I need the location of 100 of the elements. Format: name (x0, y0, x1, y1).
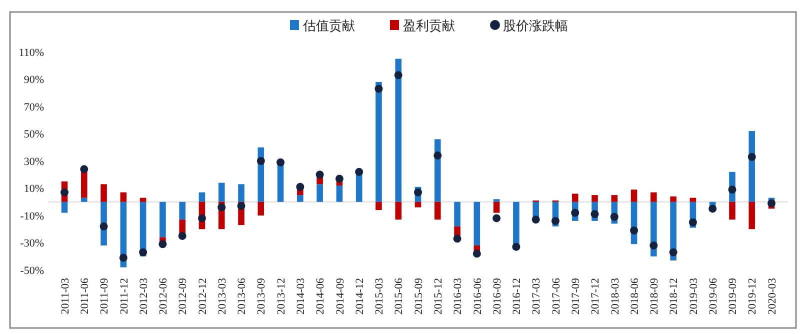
point (60, 188, 68, 196)
x-tick-label: 2017-03 (530, 278, 543, 315)
x-tick-label: 2018-03 (609, 278, 622, 315)
point (100, 222, 108, 230)
x-tick-label: 2015-06 (393, 278, 406, 315)
y-tick-label: -10% (20, 210, 44, 222)
point (748, 152, 756, 161)
bar (160, 202, 166, 238)
point (276, 158, 285, 166)
x-tick-label: 2011-12 (118, 278, 130, 314)
bar (650, 192, 657, 202)
x-tick-label: 2012-03 (138, 278, 150, 315)
x-tick-label: 2013-12 (275, 278, 288, 315)
point (532, 216, 540, 224)
x-tick-label: 2017-09 (570, 278, 582, 315)
bar (630, 190, 638, 202)
point (590, 210, 599, 218)
point (218, 203, 226, 212)
point (316, 170, 324, 179)
x-tick-label: 2012-06 (158, 278, 170, 315)
x-tick-label: 2014-06 (314, 278, 327, 315)
y-tick-label: 30% (24, 156, 44, 168)
bar (80, 198, 88, 202)
point (453, 234, 462, 243)
point (355, 168, 364, 176)
x-tick-label: 2015-12 (432, 278, 444, 315)
bar (120, 192, 127, 202)
point (630, 226, 638, 234)
point (139, 248, 148, 256)
x-tick-label: 2011-06 (78, 278, 91, 314)
bar (61, 202, 68, 213)
x-tick-label: 2016-03 (452, 278, 464, 315)
x-tick-label: 2017-12 (590, 278, 602, 315)
x-tick-label: 2019-12 (746, 278, 759, 315)
bar (297, 195, 304, 202)
y-tick-label: -30% (20, 238, 44, 250)
x-tick-label: 2012-12 (196, 278, 209, 315)
bar (336, 186, 343, 202)
x-tick-label: 2013-09 (256, 278, 268, 315)
point (669, 248, 678, 256)
x-tick-label: 2014-09 (334, 278, 346, 315)
x-tick-label: 2012-09 (177, 278, 190, 315)
bar (748, 202, 756, 230)
point (434, 152, 442, 160)
point (551, 216, 560, 225)
point (237, 202, 246, 210)
bar (316, 184, 323, 202)
point (650, 241, 658, 250)
point (394, 71, 402, 80)
point (472, 250, 481, 258)
bar (572, 194, 578, 202)
bar (258, 202, 264, 216)
bar (592, 195, 598, 202)
bar (690, 198, 696, 202)
point (688, 218, 697, 226)
bar (414, 202, 422, 208)
bar (493, 199, 500, 202)
point (178, 232, 186, 240)
x-tick-label: 2018-09 (648, 278, 661, 315)
point (768, 199, 776, 208)
point (198, 214, 206, 222)
legend-label: 盈利贡献 (403, 19, 455, 34)
bar (493, 202, 500, 213)
bar (729, 202, 736, 220)
y-tick-label: -50% (20, 264, 44, 277)
bar (434, 202, 441, 220)
x-tick-label: 2019-03 (688, 278, 700, 315)
bar (376, 202, 382, 210)
y-tick-label: 50% (24, 128, 44, 141)
x-tick-label: 2018-12 (668, 278, 680, 315)
bar (395, 58, 402, 202)
x-tick-label: 2018-06 (628, 278, 641, 315)
x-tick-label: 2019-06 (707, 278, 720, 315)
x-tick-label: 2016-09 (491, 278, 504, 315)
point (708, 204, 717, 213)
point (571, 208, 580, 217)
point (728, 186, 736, 194)
legend-label: 股价涨跌幅 (503, 19, 568, 34)
point (256, 157, 265, 165)
point (610, 212, 618, 221)
x-tick-label: 2011-09 (98, 278, 111, 314)
x-tick-label: 2017-06 (550, 278, 562, 315)
x-tick-label: 2013-06 (236, 278, 248, 315)
point (80, 165, 88, 174)
bar (140, 198, 146, 202)
x-tick-label: 2014-03 (295, 278, 308, 315)
point (296, 182, 304, 191)
bar (513, 202, 520, 247)
point (335, 174, 344, 183)
bar (454, 202, 460, 226)
point (414, 188, 422, 196)
point (119, 254, 128, 262)
bar (611, 195, 618, 202)
point (158, 240, 167, 248)
y-tick-label: 110% (18, 46, 44, 59)
bar (198, 192, 206, 202)
x-tick-label: 2020-03 (766, 278, 778, 315)
bar (395, 202, 402, 220)
point (492, 214, 501, 222)
x-tick-label: 2019-09 (727, 278, 740, 315)
